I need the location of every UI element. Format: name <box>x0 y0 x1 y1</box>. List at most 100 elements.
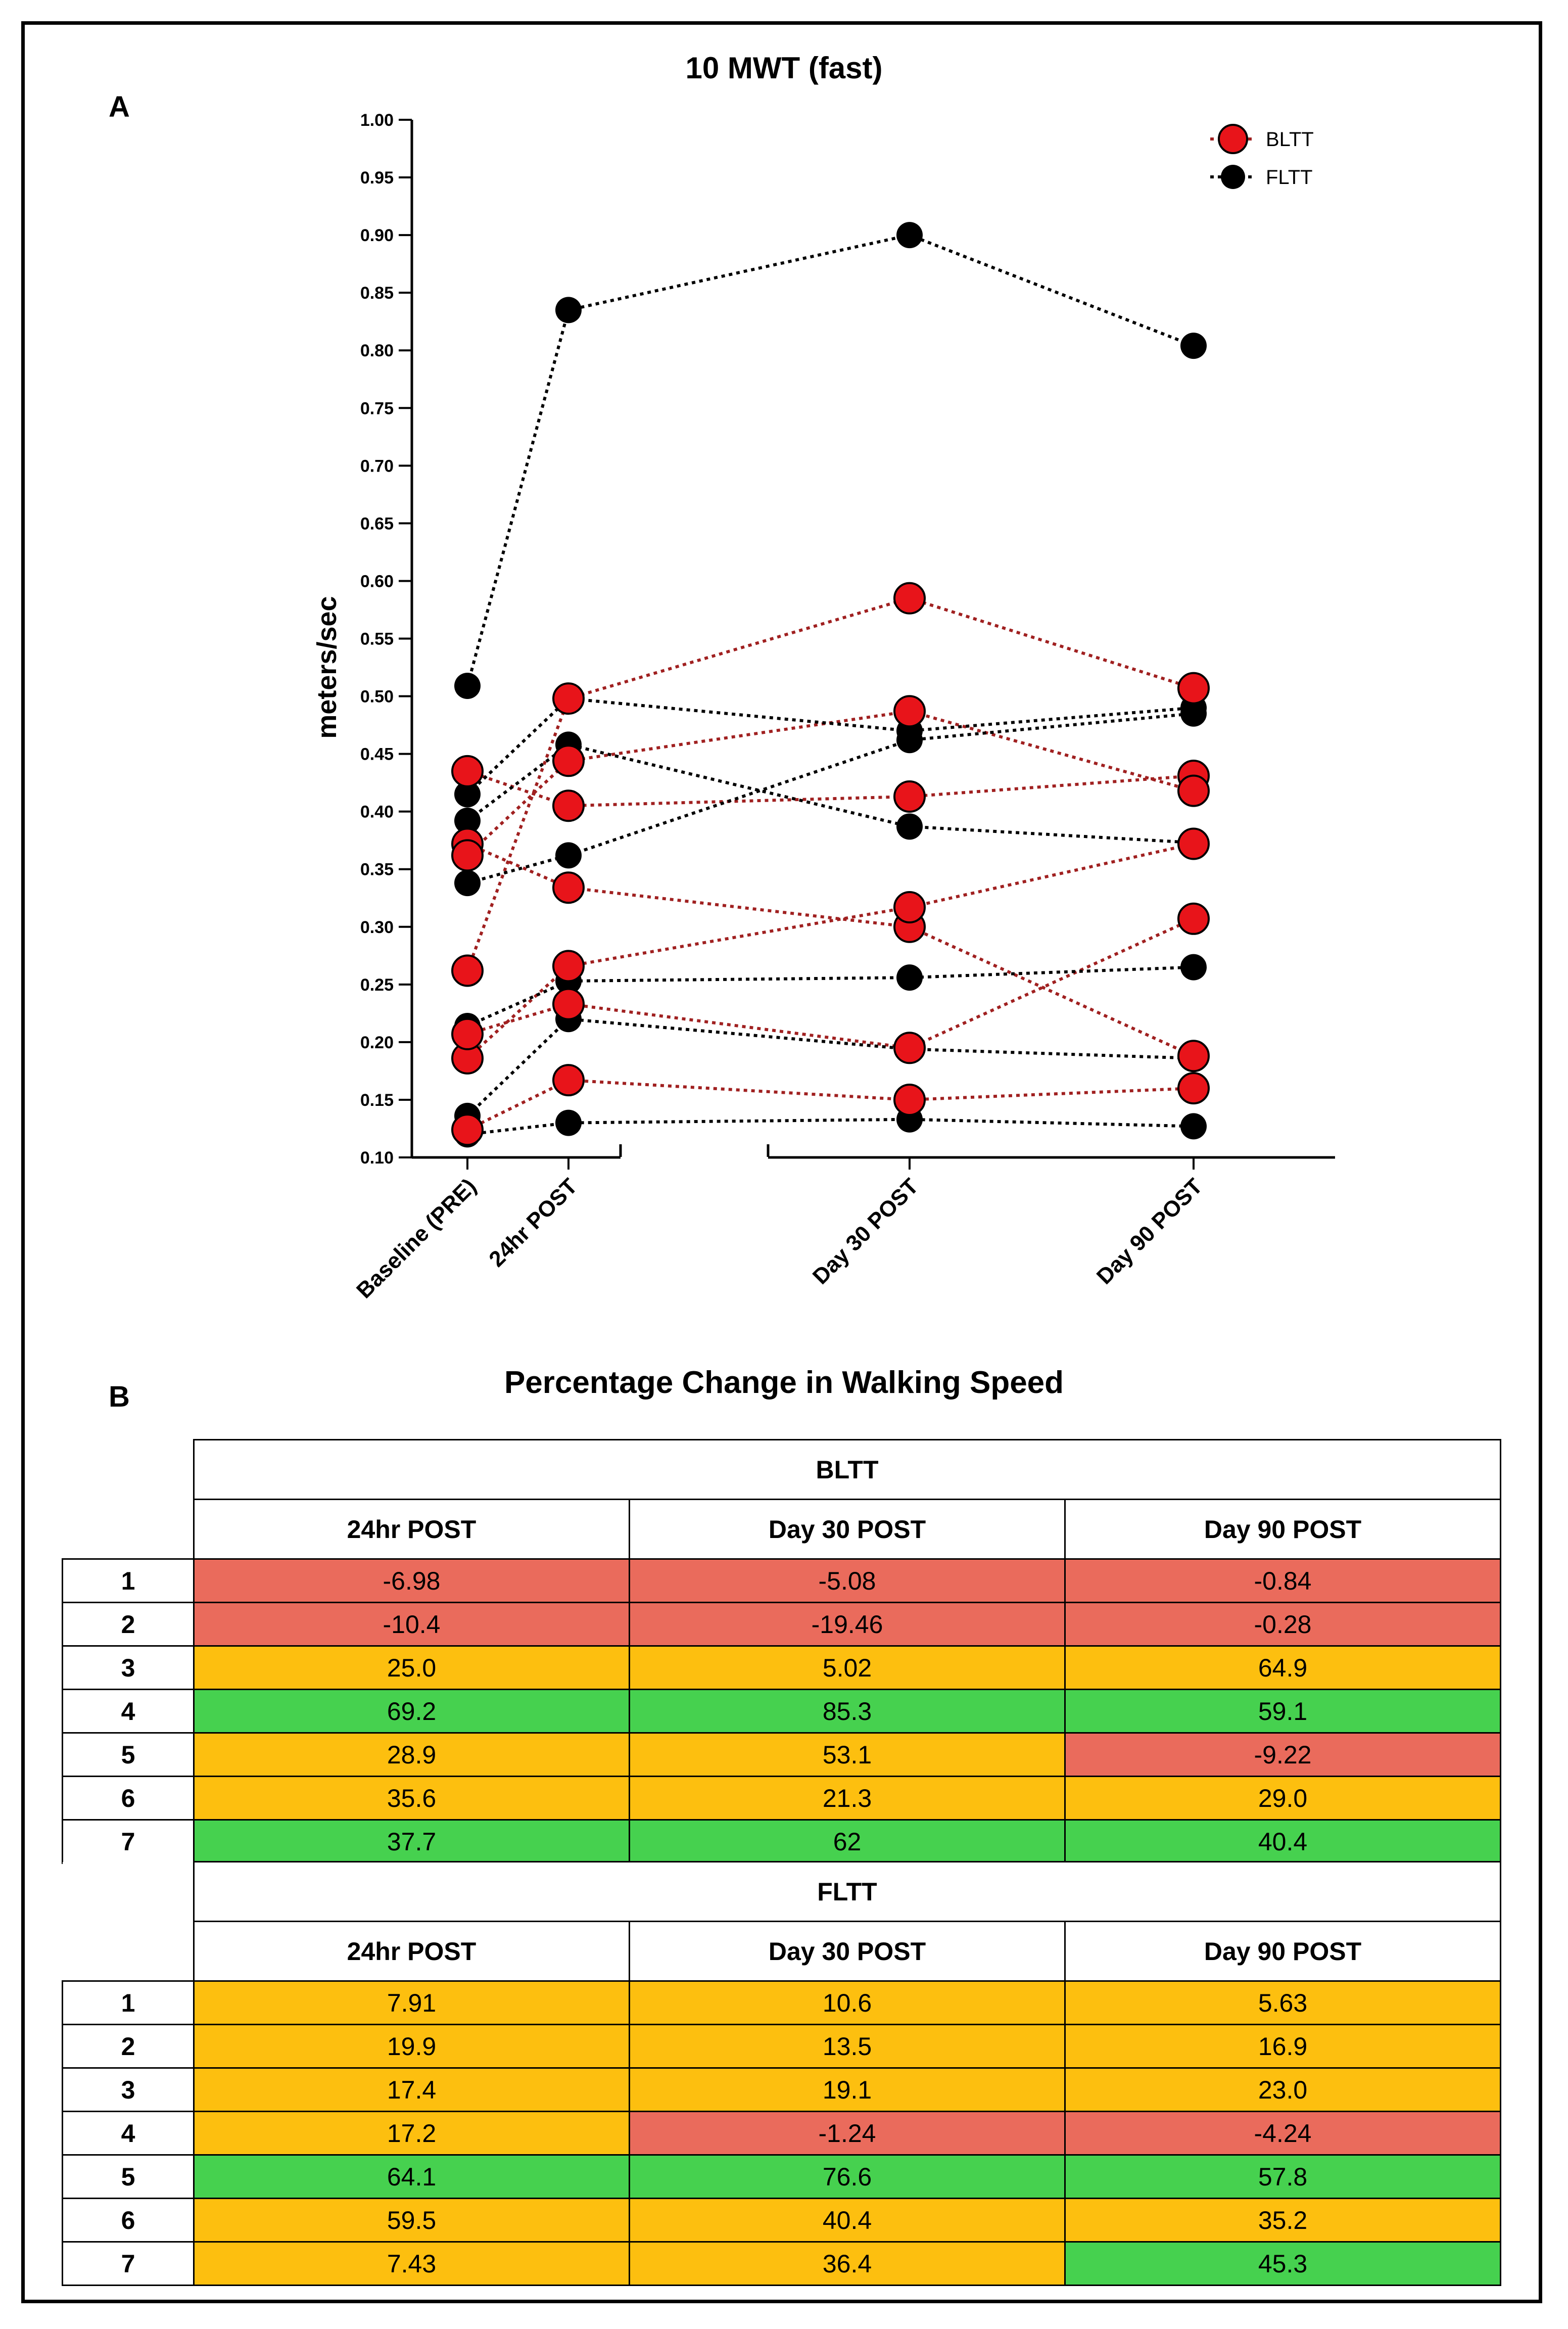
table-cell: 19.1 <box>629 2067 1066 2112</box>
fltt-data-point <box>896 813 923 840</box>
bltt-data-point <box>552 988 585 1020</box>
bltt-data-point <box>893 1032 926 1064</box>
bltt-data-point <box>451 755 484 787</box>
table-cell: 37.7 <box>193 1819 630 1864</box>
bltt-data-point <box>893 891 926 923</box>
y-tick-label: 0.35 <box>360 860 394 879</box>
fltt-data-point <box>555 842 582 869</box>
y-tick-label: 0.60 <box>360 572 394 591</box>
table-row: 4 17.2 -1.24 -4.24 <box>62 2111 1501 2156</box>
column-header: Day 90 POST <box>1064 1921 1501 1982</box>
fltt-series-line <box>466 1017 1194 1117</box>
legend-label-fltt: FLTT <box>1266 166 1313 189</box>
table-cell: -0.84 <box>1064 1558 1501 1603</box>
row-label: 3 <box>62 1645 195 1690</box>
bltt-data-point <box>451 1113 484 1146</box>
table-row: 6 35.6 21.3 29.0 <box>62 1776 1501 1821</box>
table-cell: -1.24 <box>629 2111 1066 2156</box>
table-cell: -4.24 <box>1064 2111 1501 2156</box>
bltt-data-point <box>552 950 585 983</box>
table-cell: 57.8 <box>1064 2154 1501 2199</box>
bltt-series-line <box>466 842 1194 1060</box>
bltt-series-line <box>466 1079 1194 1131</box>
table-title: Percentage Change in Walking Speed <box>504 1365 1064 1400</box>
bltt-data-point <box>451 954 484 987</box>
bltt-series-line <box>466 842 1195 1057</box>
y-tick-label: 0.65 <box>360 514 394 533</box>
chart-title: 10 MWT (fast) <box>685 51 883 85</box>
table-cell: 25.0 <box>193 1645 630 1690</box>
table-cell: 85.3 <box>629 1689 1066 1734</box>
panel-label-a: A <box>109 90 130 123</box>
table-row: 2 19.9 13.5 16.9 <box>62 2024 1501 2069</box>
row-label: 6 <box>62 2198 195 2243</box>
y-tick-label: 0.80 <box>360 341 394 360</box>
y-tick-label: 0.45 <box>360 745 394 764</box>
table-row: 3 17.4 19.1 23.0 <box>62 2067 1501 2112</box>
y-tick-label: 0.20 <box>360 1033 394 1052</box>
table-cell: 19.9 <box>193 2024 630 2069</box>
table-cell: 40.4 <box>1064 1819 1501 1864</box>
row-label: 5 <box>62 1732 195 1777</box>
table-cell: 59.5 <box>193 2198 630 2243</box>
fltt-data-point <box>454 781 481 808</box>
table-cell: -10.4 <box>193 1602 630 1647</box>
table-cell: 7.43 <box>193 2241 630 2286</box>
y-tick-label: 0.95 <box>360 168 394 188</box>
table-cell: 40.4 <box>629 2198 1066 2243</box>
table-row: 4 69.2 85.3 59.1 <box>62 1689 1501 1734</box>
table-cell: 45.3 <box>1064 2241 1501 2286</box>
table-row: 5 64.1 76.6 57.8 <box>62 2154 1501 2199</box>
table-row: 5 28.9 53.1 -9.22 <box>62 1732 1501 1777</box>
y-tick-label: 0.90 <box>360 226 394 245</box>
table-row: 6 59.5 40.4 35.2 <box>62 2198 1501 2243</box>
fltt-data-point <box>454 673 481 700</box>
table-row: 1 -6.98 -5.08 -0.84 <box>62 1558 1501 1603</box>
row-label: 2 <box>62 2024 195 2069</box>
fltt-series-line <box>466 743 1194 845</box>
table-cell: 36.4 <box>629 2241 1066 2286</box>
y-tick-label: 0.50 <box>360 687 394 707</box>
bltt-data-point <box>1177 672 1210 705</box>
table-row: 3 25.0 5.02 64.9 <box>62 1645 1501 1690</box>
y-tick-label: 0.85 <box>360 284 394 303</box>
row-label: 3 <box>62 2067 195 2112</box>
bltt-data-point <box>1177 902 1210 935</box>
fltt-series-line <box>466 697 1194 796</box>
table-cell: 62 <box>629 1819 1066 1864</box>
row-label: 6 <box>62 1776 195 1821</box>
table-cell: 64.1 <box>193 2154 630 2199</box>
table-row: 7 7.43 36.4 45.3 <box>62 2241 1501 2286</box>
table-cell: 53.1 <box>629 1732 1066 1777</box>
row-label: 1 <box>62 1558 195 1603</box>
table-cell: 35.2 <box>1064 2198 1501 2243</box>
table-row: 7 37.7 62 40.4 <box>62 1819 1501 1864</box>
figure-frame <box>21 21 1542 2303</box>
fltt-series-line <box>466 965 1194 1028</box>
line-chart: 0.10 0.15 0.20 0.25 0.30 0.35 0.40 0.45 0.50 0.55… <box>312 111 1335 1303</box>
table-corner-blank <box>62 1499 194 1559</box>
legend-marker-fltt <box>1221 165 1245 189</box>
table-cell: 21.3 <box>629 1776 1066 1821</box>
row-label: 7 <box>62 2241 195 2286</box>
y-tick-label: 0.15 <box>360 1091 394 1110</box>
bltt-series-line <box>466 596 1194 971</box>
y-tick-label: 0.75 <box>360 399 394 418</box>
table-cell: 17.4 <box>193 2067 630 2112</box>
column-header: Day 30 POST <box>629 1921 1066 1982</box>
bltt-table: BLTT 24hr POST Day 30 POST Day 90 POST 1 -6.9… <box>62 1439 1501 1864</box>
fltt-data-point <box>896 222 923 249</box>
table-cell: -9.22 <box>1064 1732 1501 1777</box>
table-corner-blank <box>62 1861 194 1922</box>
table-cell: 59.1 <box>1064 1689 1501 1734</box>
bltt-data-point <box>451 1017 484 1050</box>
y-tick-label: 0.70 <box>360 456 394 476</box>
bltt-data-point <box>552 789 585 822</box>
table-corner-blank <box>62 1921 194 1981</box>
table-cell: 76.6 <box>629 2154 1066 2199</box>
table-row: 2 -10.4 -19.46 -0.28 <box>62 1602 1501 1647</box>
bltt-series-line <box>466 710 1194 857</box>
table-cell: 16.9 <box>1064 2024 1501 2069</box>
row-label: 4 <box>62 2111 195 2156</box>
row-label: 1 <box>62 1980 195 2025</box>
